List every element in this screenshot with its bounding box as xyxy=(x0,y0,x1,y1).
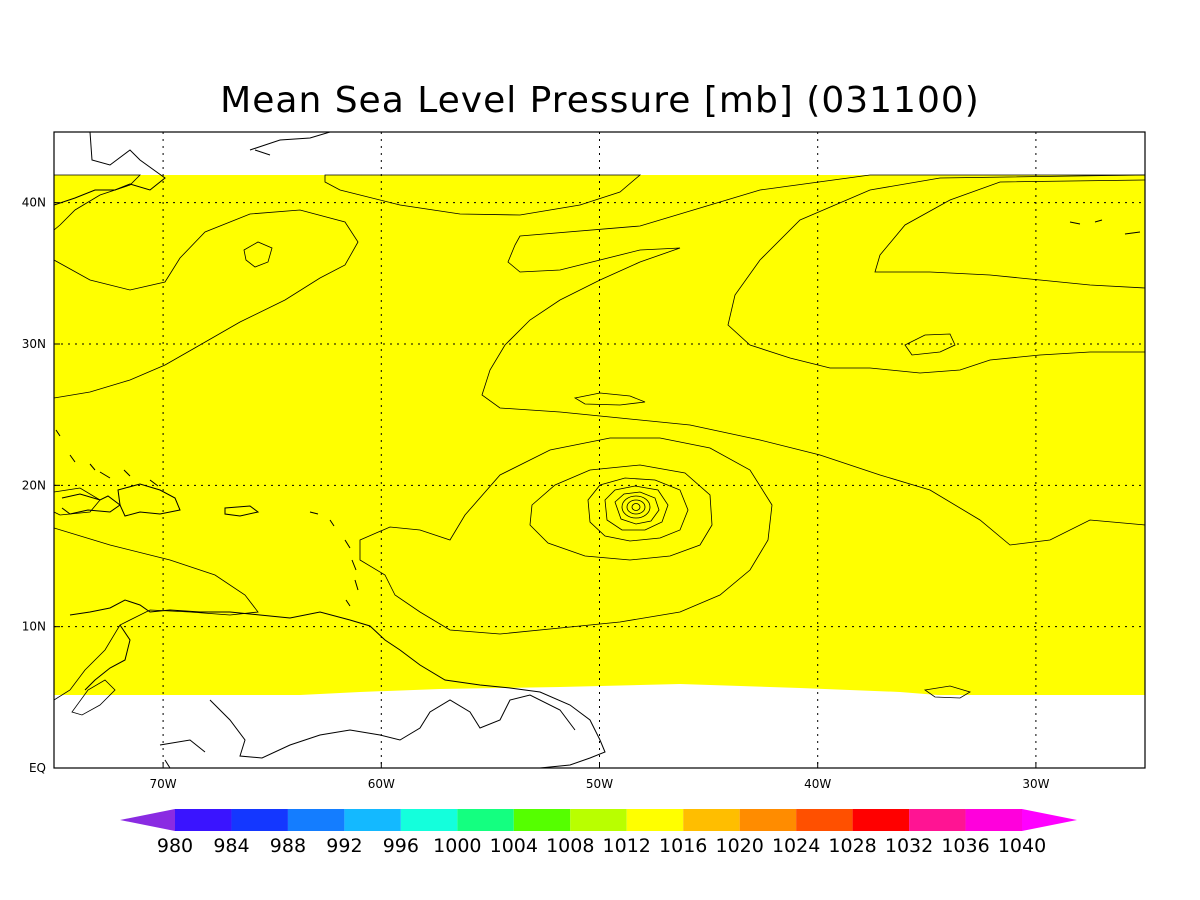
lat-tick-label: 20N xyxy=(22,478,46,492)
field-1016-1020-pocket-east xyxy=(904,333,956,356)
field-1008-1012-bermuda xyxy=(54,209,359,399)
colorbar-swatch xyxy=(457,809,514,831)
colorbar-label: 996 xyxy=(383,835,419,857)
lat-tick-label: 30N xyxy=(22,337,46,351)
colorbar-label: 1004 xyxy=(490,835,538,857)
colorbar-swatch xyxy=(570,809,627,831)
field-988-992-storm xyxy=(621,495,651,519)
colorbar-label: 1016 xyxy=(659,835,707,857)
map-title: Mean Sea Level Pressure [mb] (031100) xyxy=(220,80,980,121)
colorbar-swatch xyxy=(344,809,401,831)
colorbar-swatch xyxy=(175,809,232,831)
field-1004-1008-storm xyxy=(529,464,713,561)
colorbar-label: 1000 xyxy=(433,835,481,857)
field-1004-1008-bermuda xyxy=(243,241,273,268)
colorbar-arrow-high xyxy=(1022,809,1077,831)
field-1024-1028 xyxy=(874,179,1145,289)
field-1016-1020-pocket xyxy=(573,392,646,406)
field-1016-1020-north xyxy=(324,174,642,216)
colorbar-swatch xyxy=(626,809,684,831)
no-data-south xyxy=(54,684,1145,768)
lon-tick-label: 30W xyxy=(1022,777,1049,791)
colorbar-swatch xyxy=(796,809,853,831)
field-1008-1012-antilles xyxy=(54,487,101,516)
colorbar-swatch xyxy=(965,809,1022,831)
field-996-1000-storm xyxy=(604,485,669,531)
colorbar-swatch xyxy=(231,809,288,831)
colorbar-label: 1008 xyxy=(546,835,594,857)
coastlines xyxy=(54,132,1141,768)
field-1016-1020-south xyxy=(71,679,116,716)
colorbar-arrow-low xyxy=(120,809,175,831)
field-1008-1012-northwest xyxy=(54,174,141,231)
lon-tick-label: 50W xyxy=(586,777,613,791)
field-984-988-storm xyxy=(626,499,646,515)
colorbar-label: 1028 xyxy=(828,835,876,857)
lon-tick-label: 60W xyxy=(368,777,395,791)
field-1008-1012-storm xyxy=(359,437,773,635)
colorbar-swatch xyxy=(400,809,458,831)
field-1020-1024 xyxy=(727,174,1145,374)
lat-tick-label: EQ xyxy=(29,761,46,775)
colorbar-swatch xyxy=(909,809,966,831)
colorbar-swatch xyxy=(683,809,740,831)
colorbar-label: 980 xyxy=(157,835,193,857)
colorbar-label: 1036 xyxy=(941,835,989,857)
colorbar-label: 988 xyxy=(270,835,306,857)
map-frame xyxy=(53,131,1146,769)
lat-tick-label: 40N xyxy=(22,196,46,210)
lon-tick-label: 70W xyxy=(150,777,177,791)
colorbar-label: 1024 xyxy=(772,835,820,857)
field-1008-1012-caribbean xyxy=(54,527,259,701)
field-980-984-storm xyxy=(631,503,641,511)
pressure-field xyxy=(54,132,1145,768)
colorbar-label: 1020 xyxy=(715,835,763,857)
colorbar-label: 1032 xyxy=(885,835,933,857)
field-992-996-storm xyxy=(614,491,660,525)
colorbar: 980 984 988 992 996 1000 1004 1008 1012 1016 1020 1… xyxy=(120,809,1077,857)
lon-tick-label: 40W xyxy=(804,777,831,791)
lon-tick-labels: 70W 60W 50W 40W 30W xyxy=(150,777,1050,791)
field-1000-1004-storm xyxy=(587,477,689,542)
colorbar-label: 992 xyxy=(326,835,362,857)
colorbar-swatch xyxy=(287,809,345,831)
colorbar-label: 1012 xyxy=(603,835,651,857)
lat-tick-labels: EQ 10N 20N 30N 40N xyxy=(22,196,46,775)
colorbar-label: 984 xyxy=(213,835,249,857)
field-1016-1020-east xyxy=(481,174,1145,546)
lat-tick-label: 10N xyxy=(22,620,46,634)
colorbar-swatch xyxy=(513,809,571,831)
colorbar-swatch xyxy=(739,809,797,831)
colorbar-label: 1040 xyxy=(998,835,1046,857)
field-1016-1020-southeast xyxy=(923,685,971,699)
colorbar-swatch xyxy=(852,809,910,831)
